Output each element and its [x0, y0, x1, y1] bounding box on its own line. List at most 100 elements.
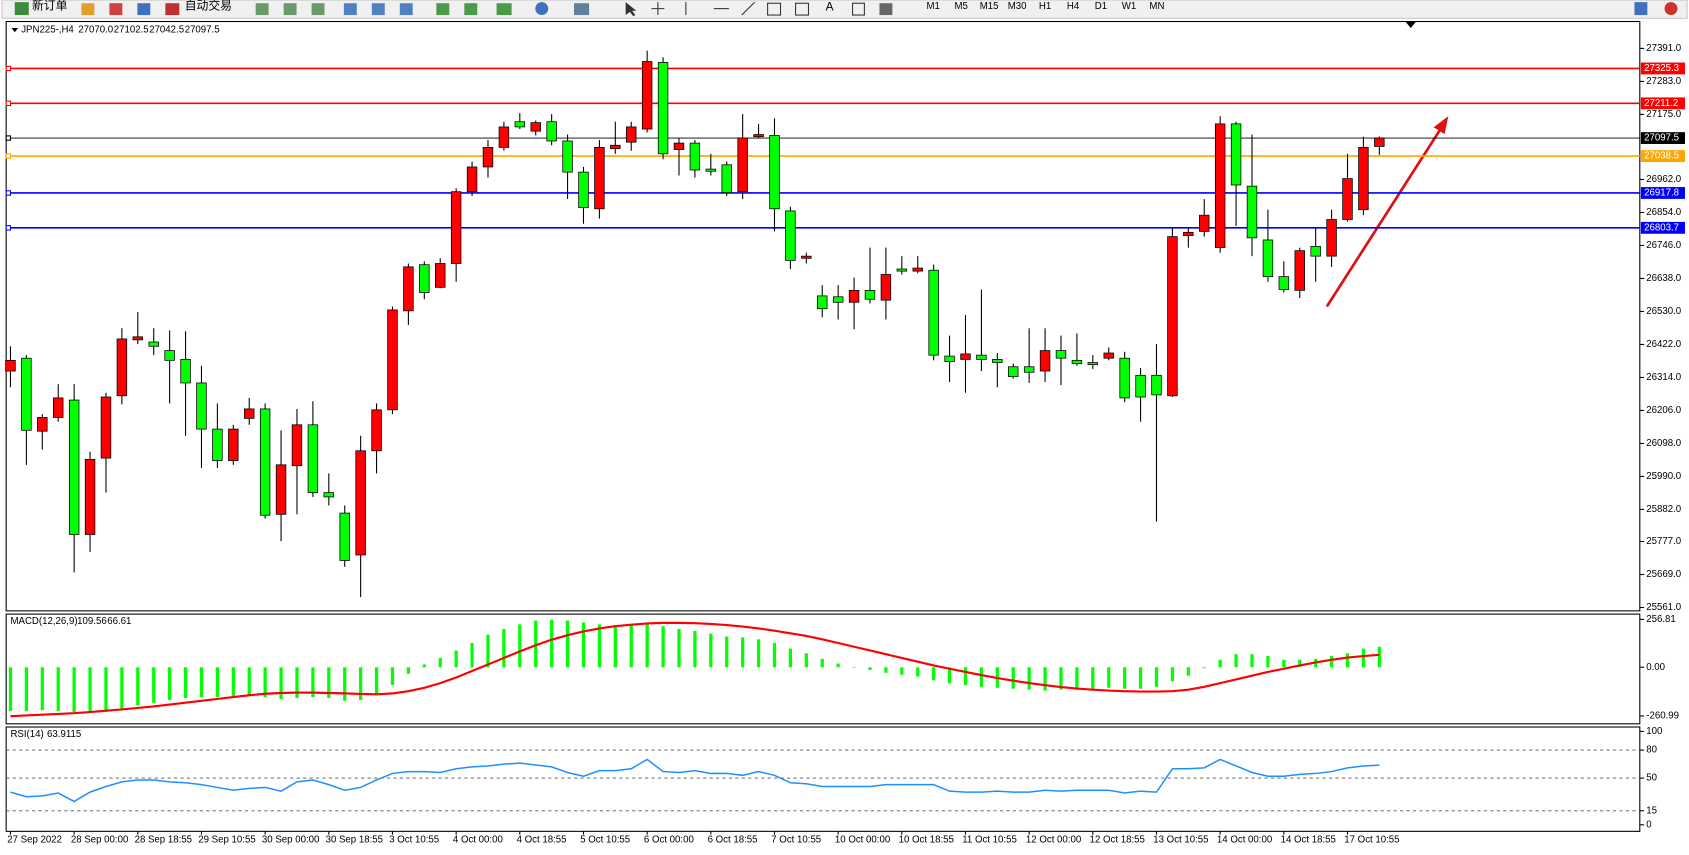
macd-bar: [756, 639, 761, 668]
toolbar-icon[interactable]: [283, 3, 297, 16]
level-label: 27097.5: [1644, 133, 1679, 144]
macd-bar: [24, 667, 29, 712]
auto-trading[interactable]: 自动交易: [185, 0, 232, 13]
macd-bar: [772, 643, 777, 668]
timeframe-button[interactable]: MN: [1149, 1, 1164, 12]
candle-body: [753, 134, 764, 138]
y-tick-label: 25777.0: [1646, 536, 1681, 547]
x-tick-label: 28 Sep 18:55: [135, 834, 192, 845]
search-icon[interactable]: [1634, 2, 1648, 16]
timeframe-button[interactable]: M5: [954, 1, 967, 12]
toolbar-icon[interactable]: [255, 3, 269, 16]
macd-bar: [1218, 659, 1222, 668]
candle-body: [801, 255, 812, 259]
timeframe-button[interactable]: H4: [1067, 1, 1080, 12]
macd-bar: [565, 620, 570, 668]
ohlc-label: 27102.5: [114, 25, 149, 36]
crosshair-tool[interactable]: [651, 2, 665, 16]
toolbar-icon[interactable]: [852, 2, 865, 16]
x-tick-label: 7 Oct 10:55: [771, 834, 821, 845]
macd-bar: [932, 667, 936, 681]
y-tick-label: -260.99: [1646, 711, 1679, 722]
candle-body: [244, 408, 255, 419]
macd-bar: [327, 667, 331, 699]
y-tick-label: 15: [1646, 805, 1657, 816]
macd-bar: [1091, 667, 1095, 689]
toolbar-icon[interactable]: [343, 3, 357, 16]
toolbar-icon[interactable]: [795, 2, 810, 16]
candle-body: [339, 512, 350, 561]
y-tick-label: 26206.0: [1646, 405, 1681, 416]
macd-bar: [836, 663, 840, 668]
toolbar-icon[interactable]: [399, 3, 413, 16]
macd-bar: [1027, 667, 1031, 690]
macd-bar: [88, 667, 92, 713]
level-label: 27325.3: [1644, 63, 1679, 74]
new-order-icon[interactable]: [14, 2, 29, 16]
timeframe-button[interactable]: M15: [980, 1, 999, 12]
level-label-bg: [1640, 97, 1685, 110]
candle-body: [514, 121, 526, 128]
y-tick-label: 26854.0: [1646, 207, 1681, 218]
macd-bar: [709, 633, 713, 668]
candle-body: [928, 269, 939, 356]
candle-body: [275, 464, 287, 515]
macd-bar: [1170, 667, 1175, 682]
toolbar-icon[interactable]: [574, 3, 590, 16]
toolbar-icon[interactable]: [109, 3, 123, 16]
macd-bar: [884, 667, 888, 673]
toolbar-icon[interactable]: [767, 2, 782, 16]
timeframe-button[interactable]: M30: [1008, 1, 1027, 12]
new-order[interactable]: 新订单: [32, 0, 68, 13]
macd-bar: [263, 667, 267, 698]
timeframe-button[interactable]: D1: [1095, 1, 1107, 12]
macd-bar: [900, 667, 904, 675]
toolbar-icon[interactable]: [464, 3, 478, 16]
macd-bar: [199, 667, 204, 698]
toolbar-icon[interactable]: [81, 3, 95, 16]
toolbar-icon[interactable]: [137, 3, 151, 16]
y-tick-label: 25561.0: [1646, 602, 1681, 613]
toolbar-icon[interactable]: [879, 3, 893, 16]
level-label: 27211.2: [1644, 98, 1678, 109]
macd-bar: [661, 626, 665, 668]
rsi-value: 63.9115: [47, 729, 81, 740]
alert-icon[interactable]: [1664, 2, 1678, 16]
trendline-tool[interactable]: [741, 1, 756, 16]
x-tick-label: 4 Oct 00:00: [453, 834, 503, 845]
macd-bar: [1138, 667, 1143, 689]
candle-body: [1039, 350, 1051, 372]
toolbar-icon[interactable]: [535, 2, 549, 16]
y-tick-label: 50: [1646, 773, 1657, 784]
timeframe-button[interactable]: H1: [1039, 1, 1051, 12]
toolbar-icon[interactable]: [436, 3, 450, 16]
macd-bar: [454, 650, 458, 668]
y-tick-label: 27175.0: [1646, 109, 1681, 120]
toolbar-icon[interactable]: [496, 3, 512, 16]
candle-body: [657, 62, 669, 155]
macd-bar: [1266, 656, 1270, 668]
candle-body: [116, 338, 128, 397]
x-tick-label: 28 Sep 00:00: [71, 834, 128, 845]
main-panel: [5, 20, 1641, 612]
arrow-head: [1433, 116, 1449, 135]
x-tick-label: 3 Oct 10:55: [389, 834, 439, 845]
macd-bar: [247, 667, 251, 696]
macd-bar: [629, 625, 633, 668]
x-tick-label: 5 Oct 10:55: [580, 834, 630, 845]
timeframe-button[interactable]: M1: [927, 1, 940, 12]
text-tool[interactable]: A: [826, 0, 834, 14]
cursor-tool[interactable]: [625, 2, 637, 17]
toolbar-icon[interactable]: [371, 3, 385, 16]
toolbar-icon[interactable]: [311, 3, 325, 16]
macd-bar: [406, 667, 411, 674]
auto-trading-icon[interactable]: [165, 3, 180, 16]
macd-bar: [215, 667, 220, 698]
macd-bar: [852, 667, 856, 668]
candle-body: [228, 428, 239, 461]
macd-bar: [820, 658, 824, 668]
macd-bar: [183, 667, 188, 699]
timeframe-button[interactable]: W1: [1122, 1, 1136, 12]
macd-bar: [279, 667, 283, 699]
candle-body: [212, 428, 223, 461]
